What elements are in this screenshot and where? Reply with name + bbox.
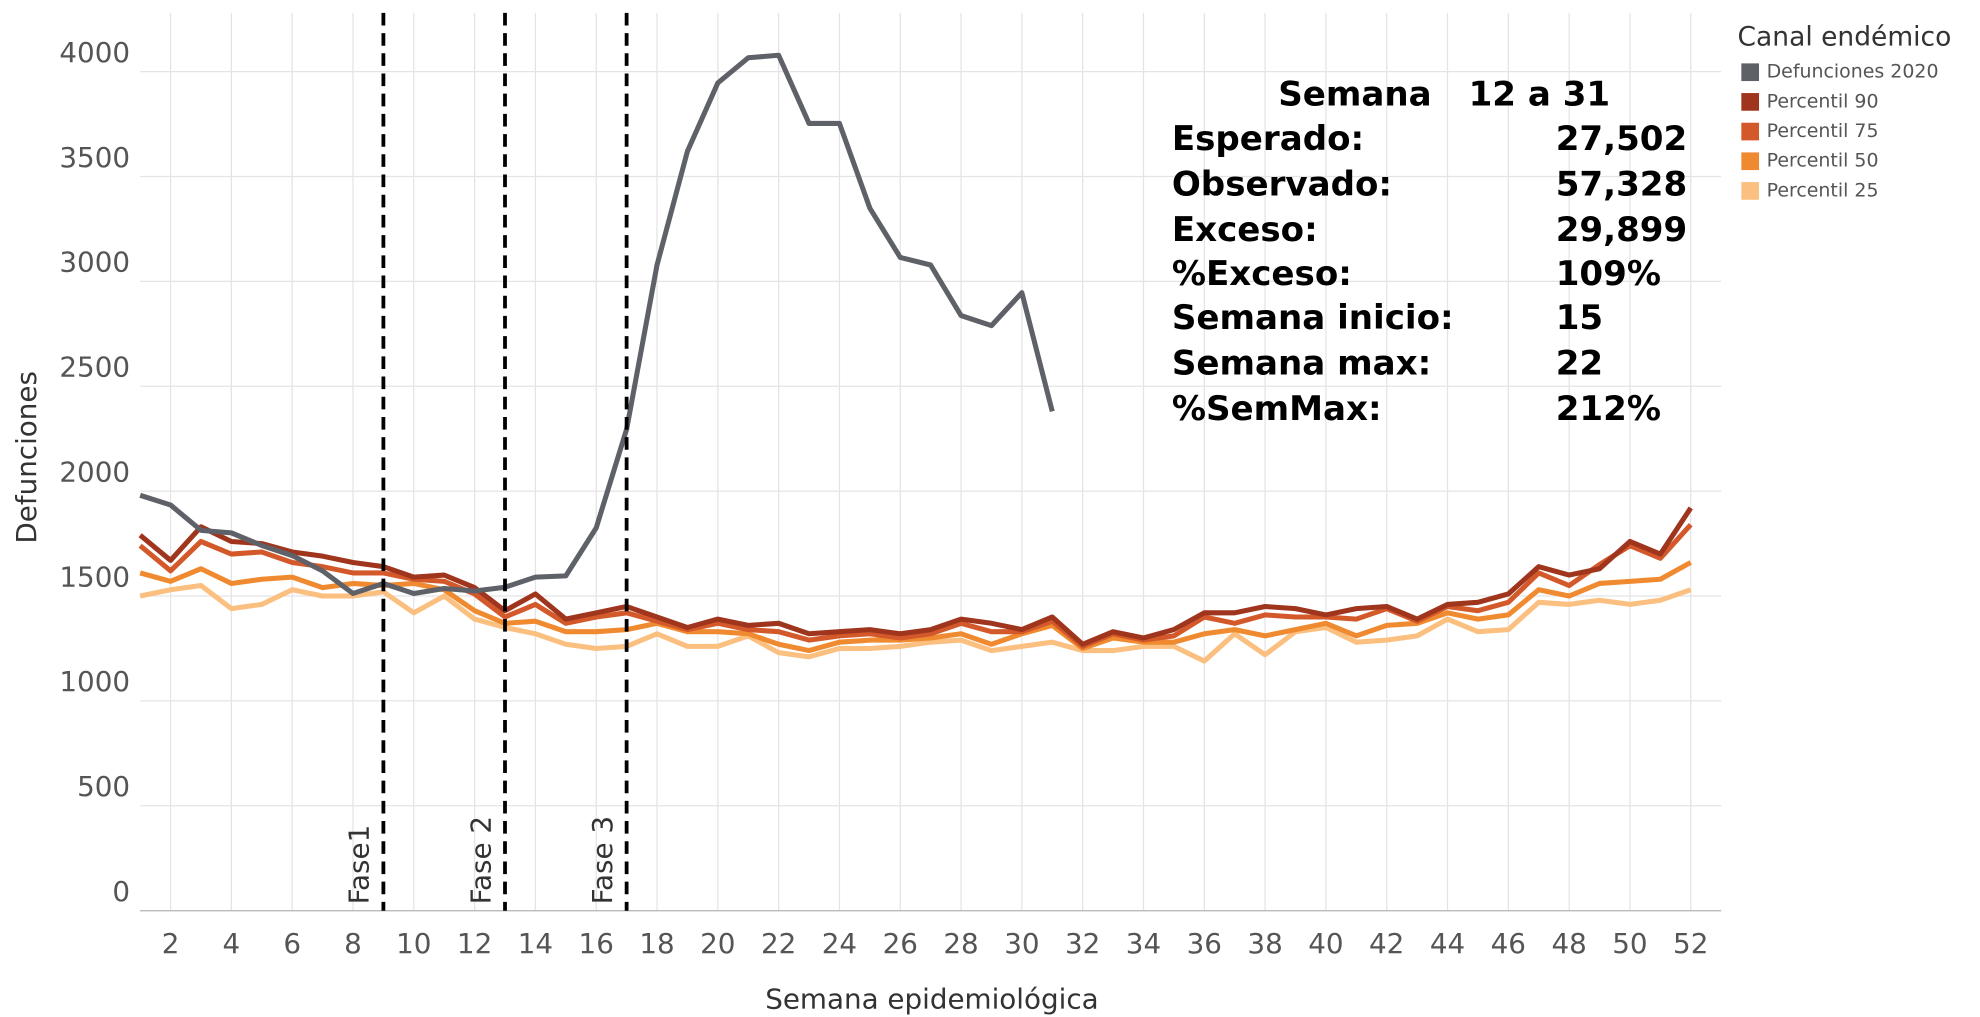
x-tick-label: 28 [943, 927, 978, 960]
x-tick-label: 32 [1065, 927, 1100, 960]
annotation-value: 57,328 [1556, 164, 1688, 204]
x-tick-label: 44 [1430, 927, 1465, 960]
annotation-value: 109% [1556, 254, 1661, 294]
annotation-header: Semana [1278, 75, 1431, 115]
x-tick-label: 20 [700, 927, 735, 960]
x-tick-label: 4 [223, 927, 241, 960]
phase-label: Fase 3 [586, 816, 619, 904]
x-tick-label: 12 [457, 927, 492, 960]
x-tick-label: 10 [396, 927, 431, 960]
legend-label: Percentil 75 [1767, 120, 1879, 142]
annotation-value: 212% [1556, 389, 1661, 429]
x-tick-label: 24 [822, 927, 857, 960]
annotation-label: %Exceso: [1172, 254, 1352, 294]
y-tick-label: 3500 [59, 141, 130, 174]
y-tick-label: 3000 [59, 246, 130, 279]
legend-swatch [1741, 152, 1760, 171]
y-tick-label: 1000 [59, 665, 130, 698]
x-tick-label: 40 [1308, 927, 1343, 960]
legend-swatch [1741, 63, 1760, 82]
legend-title: Canal endémico [1738, 22, 1952, 53]
annotation-label: Esperado: [1172, 119, 1364, 159]
y-tick-label: 1500 [59, 560, 130, 593]
x-tick-label: 26 [883, 927, 918, 960]
y-tick-label: 500 [77, 770, 130, 803]
y-tick-label: 4000 [59, 36, 130, 69]
annotation-value: 22 [1556, 344, 1603, 384]
annotation-value: 29,899 [1556, 210, 1688, 250]
x-tick-label: 50 [1612, 927, 1647, 960]
x-tick-label: 18 [639, 927, 674, 960]
legend-label: Percentil 25 [1767, 179, 1879, 201]
x-axis-label: Semana epidemiológica [765, 982, 1098, 1015]
x-tick-label: 38 [1247, 927, 1282, 960]
annotation-label: Semana max: [1172, 344, 1431, 384]
annotation-value: 27,502 [1556, 119, 1688, 159]
annotation-label: Semana inicio: [1172, 298, 1454, 338]
annotation-label: Exceso: [1172, 210, 1318, 250]
legend-swatch [1741, 93, 1760, 111]
phase-label: Fase1 [343, 825, 376, 905]
x-tick-label: 48 [1551, 927, 1586, 960]
annotation-label: Observado: [1172, 164, 1392, 204]
x-tick-label: 52 [1673, 927, 1708, 960]
legend-label: Percentil 50 [1767, 150, 1879, 172]
series-line [138, 506, 1693, 647]
x-tick-label: 6 [283, 927, 301, 960]
x-tick-label: 46 [1491, 927, 1526, 960]
x-tick-label: 30 [1004, 927, 1039, 960]
legend-label: Defunciones 2020 [1767, 61, 1939, 83]
legend-label: Percentil 90 [1767, 90, 1879, 112]
series-line [139, 52, 1055, 597]
legend-swatch [1741, 122, 1760, 141]
y-tick-label: 2500 [59, 351, 130, 384]
series-line [139, 583, 1692, 664]
x-tick-label: 36 [1187, 927, 1222, 960]
series-line [139, 560, 1692, 654]
y-tick-label: 0 [112, 875, 130, 908]
x-tick-label: 8 [344, 927, 362, 960]
x-tick-label: 2 [162, 927, 180, 960]
x-tick-label: 34 [1126, 927, 1161, 960]
x-tick-label: 42 [1369, 927, 1404, 960]
x-tick-label: 16 [579, 927, 614, 960]
y-tick-label: 2000 [59, 455, 130, 488]
annotation-header: 12 a 31 [1469, 75, 1611, 115]
phase-label: Fase 2 [464, 816, 497, 904]
annotation-label: %SemMax: [1172, 389, 1382, 429]
annotation-value: 15 [1556, 298, 1603, 338]
legend-swatch [1741, 182, 1760, 200]
y-axis-label: Defunciones [10, 371, 43, 544]
x-tick-label: 14 [518, 927, 553, 960]
x-tick-label: 22 [761, 927, 796, 960]
